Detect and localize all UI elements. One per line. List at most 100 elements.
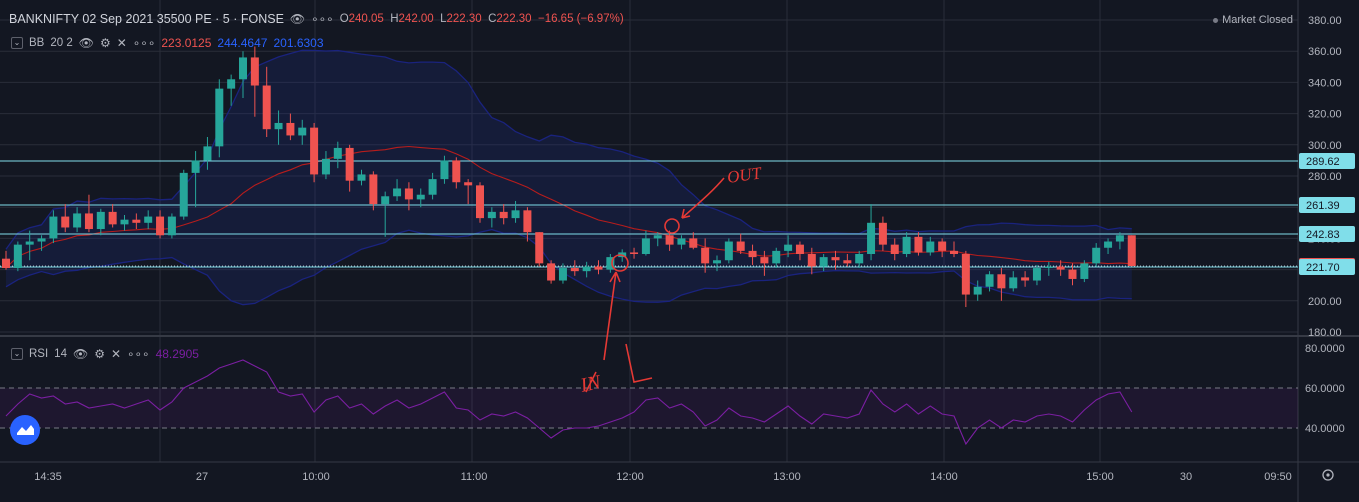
price-tick-label: 340.00 xyxy=(1308,77,1342,89)
candle-body xyxy=(582,266,591,272)
candle-body xyxy=(61,216,70,228)
candle-body xyxy=(1044,266,1053,269)
price-axis[interactable]: 380.00360.00340.00320.00300.00280.00260.… xyxy=(1308,15,1342,339)
candle xyxy=(1032,264,1041,286)
rsi-tick-label: 40.0000 xyxy=(1305,423,1345,435)
candle xyxy=(416,188,425,208)
candle-body xyxy=(724,241,733,261)
candle-body xyxy=(310,127,319,175)
candle xyxy=(428,172,437,200)
candle-body xyxy=(985,274,994,287)
rsi-tick-label: 60.0000 xyxy=(1305,383,1345,395)
bb-upper-line xyxy=(5,49,1132,250)
candle-body xyxy=(606,257,615,270)
tradingview-logo-icon[interactable] xyxy=(10,415,40,445)
candle-body xyxy=(144,216,153,223)
candle xyxy=(215,79,224,158)
candle xyxy=(950,241,958,258)
candle xyxy=(878,216,887,251)
price-tag: 221.70 xyxy=(1299,258,1355,275)
close-icon[interactable]: ✕ xyxy=(116,36,127,50)
candle-body xyxy=(843,260,852,264)
candle xyxy=(476,182,484,223)
bb-band-fill xyxy=(6,50,1132,305)
candle-body xyxy=(641,238,650,254)
candle xyxy=(227,74,236,106)
more-icon[interactable]: ∘∘∘ xyxy=(127,347,150,361)
candle xyxy=(321,151,330,180)
gear-icon[interactable]: ⚙ xyxy=(99,36,111,50)
candle-body xyxy=(961,254,970,295)
candle-body xyxy=(167,216,176,236)
candle-body xyxy=(381,196,390,205)
bb-name[interactable]: BB xyxy=(29,37,45,49)
candle-body xyxy=(404,188,413,200)
change-readout: −16.65 (−6.97%) xyxy=(537,13,624,25)
collapse-icon[interactable]: ⌄ xyxy=(11,348,23,360)
candle xyxy=(84,194,93,233)
candle-body xyxy=(227,79,236,89)
price-tag-box xyxy=(1299,258,1355,275)
candle xyxy=(973,280,982,301)
time-axis[interactable]: 14:35 27 10:00 11:00 12:00 13:00 14:00 15:00 30 0… xyxy=(34,471,1292,483)
candle xyxy=(653,232,662,247)
status-dot xyxy=(1213,17,1219,23)
candle-body xyxy=(594,266,603,270)
candle xyxy=(156,210,165,239)
candle-body xyxy=(476,185,484,219)
eye-icon[interactable]: 👁 xyxy=(72,347,89,361)
candle xyxy=(487,207,496,228)
symbol-header: BANKNIFTY 02 Sep 2021 35500 PE · 5 · FON… xyxy=(9,12,624,26)
price-tick-label: 360.00 xyxy=(1308,46,1342,58)
candle xyxy=(997,268,1006,301)
axis-settings-icon[interactable] xyxy=(1322,469,1334,481)
candle-body xyxy=(760,257,769,264)
candle xyxy=(167,213,176,239)
candle xyxy=(665,230,674,251)
candle-body xyxy=(535,232,544,264)
rsi-name[interactable]: RSI xyxy=(29,348,49,360)
time-tick-label: 27 xyxy=(196,471,208,483)
candle xyxy=(120,215,129,231)
candle xyxy=(748,244,757,265)
rsi-legend: ⌄ RSI 14 👁 ⚙ ✕ ∘∘∘ 48.2905 xyxy=(11,347,199,361)
candle xyxy=(938,238,947,258)
more-icon[interactable]: ∘∘∘ xyxy=(132,36,156,50)
eye-icon[interactable]: 👁 xyxy=(78,36,94,50)
candle-body xyxy=(416,194,425,200)
collapse-icon[interactable]: ⌄ xyxy=(11,37,23,49)
symbol-title[interactable]: BANKNIFTY 02 Sep 2021 35500 PE · 5 · FON… xyxy=(9,12,284,26)
time-tick-label: 13:00 xyxy=(773,471,801,483)
candle xyxy=(191,151,200,208)
candle-body xyxy=(1104,241,1113,248)
candle xyxy=(250,46,259,117)
candle-body xyxy=(558,268,567,281)
annotations xyxy=(585,177,725,393)
eye-icon[interactable]: 👁 xyxy=(289,12,306,26)
candle-body xyxy=(784,244,793,251)
rsi-params: 14 xyxy=(54,348,67,360)
rsi-axis[interactable]: 80.0000 60.0000 40.0000 xyxy=(1305,343,1345,435)
time-tick-label: 09:50 xyxy=(1264,471,1292,483)
candle-body xyxy=(819,257,828,267)
candle xyxy=(724,238,733,264)
candle-body xyxy=(736,241,745,251)
candle xyxy=(452,157,461,189)
candle xyxy=(1044,261,1053,276)
close-icon[interactable]: ✕ xyxy=(110,347,122,361)
candle-body xyxy=(665,235,674,245)
gear-icon[interactable]: ⚙ xyxy=(94,347,105,361)
more-icon[interactable]: ∘∘∘ xyxy=(311,12,334,26)
candle-body xyxy=(73,213,82,228)
candle xyxy=(547,260,556,284)
candle-body xyxy=(914,236,923,253)
candle xyxy=(1080,260,1089,283)
candle-body xyxy=(973,286,982,295)
candle xyxy=(807,247,816,275)
candle xyxy=(286,113,295,141)
in-label: IN xyxy=(577,371,604,397)
candle xyxy=(1104,238,1113,254)
candle-body xyxy=(250,57,259,86)
